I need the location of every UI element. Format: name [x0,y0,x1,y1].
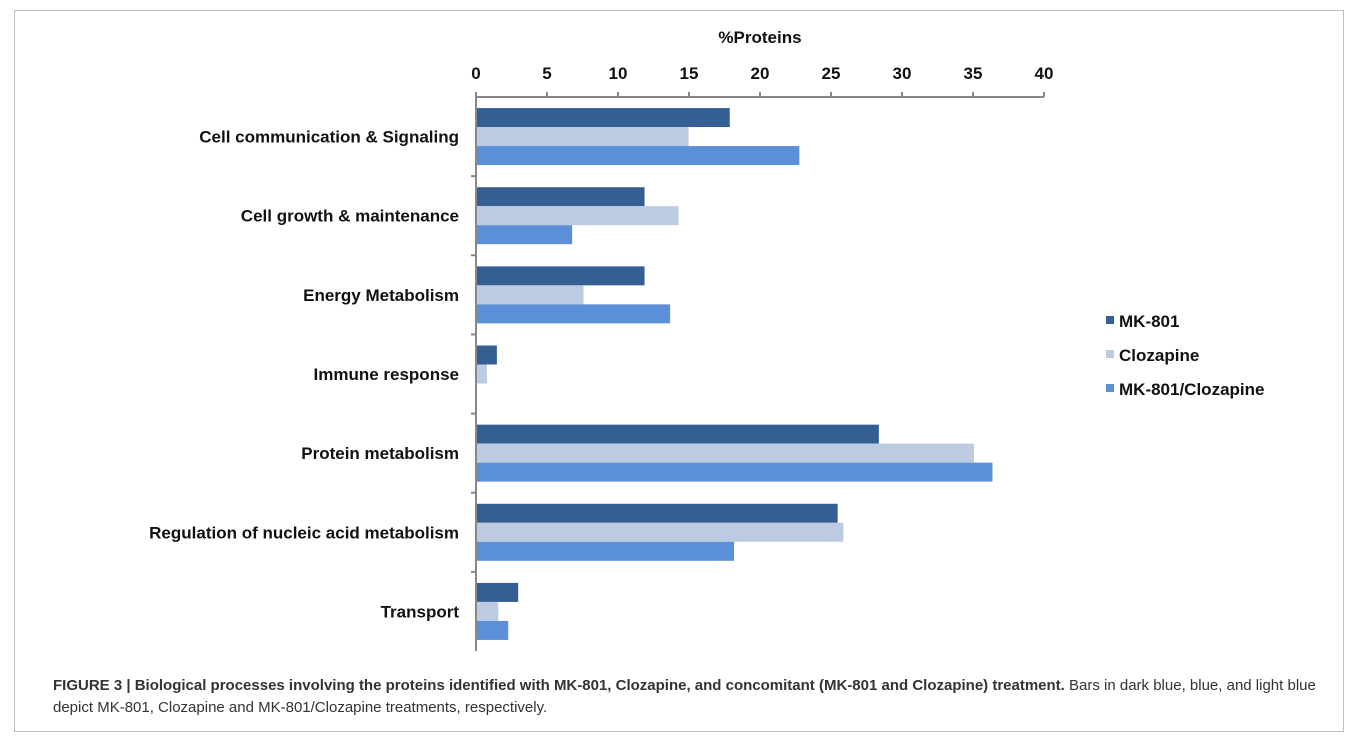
category-label: Transport [381,602,460,621]
bar [477,364,487,384]
category-label: Energy Metabolism [303,286,459,305]
bar [477,225,573,245]
bars [477,108,993,640]
bar [477,108,730,128]
x-tick-label: 0 [471,64,480,83]
category-label: Protein metabolism [301,444,459,463]
legend: MK-801 Clozapine MK-801/Clozapine [1106,312,1264,399]
bar [477,146,800,166]
category-label: Cell growth & maintenance [241,207,459,226]
caption-title: FIGURE 3 | Biological processes involvin… [53,677,1065,694]
category-label: Cell communication & Signaling [199,128,459,147]
bar [477,522,844,542]
bar [477,503,838,523]
axes: 0 5 10 15 20 25 30 35 40 [471,64,1053,651]
bar [477,582,519,602]
x-tick-label: 40 [1035,64,1054,83]
category-label: Regulation of nucleic acid metabolism [149,523,459,542]
bar [477,620,509,640]
bar [477,266,645,286]
x-tick-label: 25 [822,64,841,83]
x-tick-label: 10 [609,64,628,83]
x-tick-label: 20 [751,64,770,83]
legend-label: Clozapine [1119,346,1199,365]
bar [477,601,499,621]
caption-text: Bars in dark blue, blue, and light blue … [53,677,1316,716]
category-label: Immune response [314,365,460,384]
legend-swatch [1106,350,1114,358]
bar [477,187,645,207]
x-tick-label: 35 [964,64,983,83]
legend-swatch [1106,384,1114,392]
bar [477,304,671,324]
bar [477,345,497,365]
legend-label: MK-801 [1119,312,1179,331]
figure-caption: FIGURE 3 | Biological processes involvin… [53,675,1333,719]
x-tick-label: 15 [680,64,699,83]
category-labels: Cell communication & Signaling Cell growt… [149,128,459,622]
bar [477,443,974,463]
bar [477,424,879,444]
x-axis-title: %Proteins [718,28,801,47]
legend-swatch [1106,316,1114,324]
legend-label: MK-801/Clozapine [1119,380,1264,399]
x-tick-label: 5 [542,64,551,83]
bar [477,127,689,147]
x-tick-label: 30 [893,64,912,83]
figure-frame: %Proteins 0 5 10 15 20 25 30 35 40 Cell communic… [14,10,1344,732]
bar [477,285,584,305]
bar [477,206,679,226]
bar [477,541,735,561]
bar-chart: %Proteins 0 5 10 15 20 25 30 35 40 Cell communic… [149,28,1264,651]
bar [477,462,993,482]
